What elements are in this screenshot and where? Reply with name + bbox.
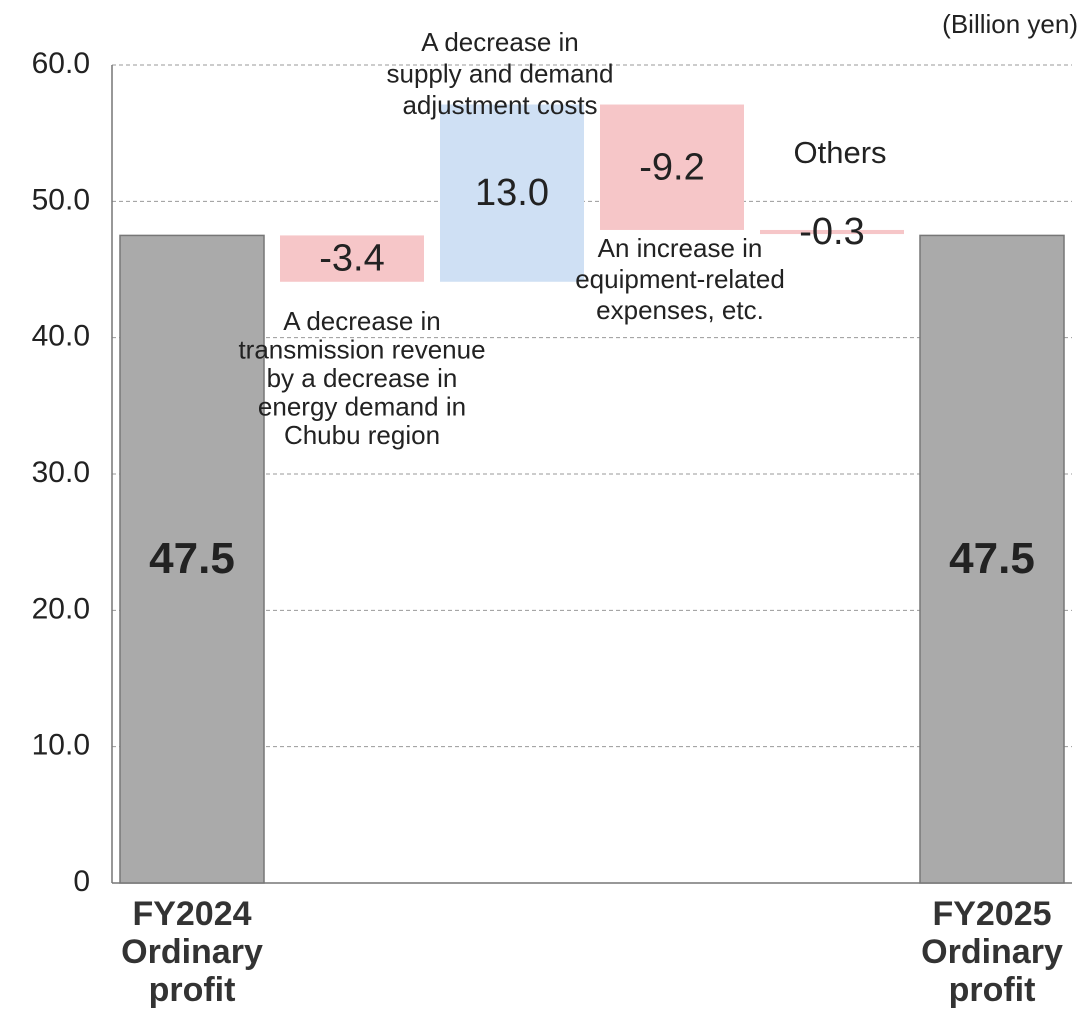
annotation: energy demand in <box>258 391 466 421</box>
y-tick-label: 0 <box>73 865 90 898</box>
x-tick-label: FY2025 Ordinary profit <box>921 895 1063 1009</box>
unit-label: (Billion yen) <box>942 9 1078 39</box>
bar <box>119 234 265 884</box>
annotation: by a decrease in <box>267 363 458 393</box>
annotation: expenses, etc. <box>596 295 764 325</box>
value-label: -9.2 <box>639 146 704 188</box>
annotation: adjustment costs <box>402 90 597 120</box>
annotation: Chubu region <box>284 420 440 450</box>
annotation: A decrease in <box>283 306 441 336</box>
y-tick-label: 30.0 <box>32 456 90 489</box>
annotation: equipment-related <box>575 264 785 294</box>
annotation: Others <box>793 135 886 170</box>
annotation: transmission revenue <box>238 334 485 364</box>
annotation: A decrease in <box>421 27 579 57</box>
value-label: 47.5 <box>149 534 235 583</box>
annotation: supply and demand <box>387 58 614 88</box>
bar <box>600 104 744 230</box>
value-label: -0.3 <box>799 211 864 253</box>
y-tick-label: 10.0 <box>32 729 90 762</box>
x-tick-label: FY2024 Ordinary profit <box>121 895 263 1009</box>
y-tick-label: 20.0 <box>32 592 90 625</box>
y-tick-label: 40.0 <box>32 320 90 353</box>
value-label: -3.4 <box>319 238 384 280</box>
bar <box>440 104 584 282</box>
bar <box>760 229 904 235</box>
y-tick-label: 60.0 <box>32 47 90 80</box>
y-tick-label: 50.0 <box>32 183 90 216</box>
value-label: 13.0 <box>475 172 549 214</box>
bar <box>919 234 1065 884</box>
bar <box>280 235 424 282</box>
annotation: An increase in <box>598 233 763 263</box>
value-label: 47.5 <box>949 534 1035 583</box>
